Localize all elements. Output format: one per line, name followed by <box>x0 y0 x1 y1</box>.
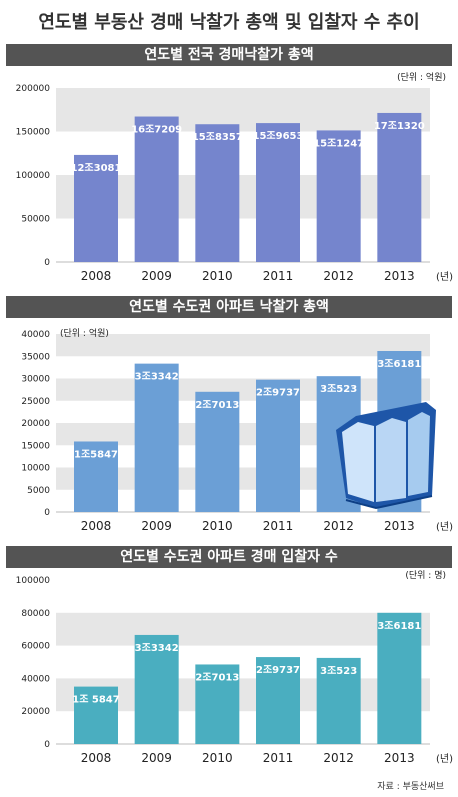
x-tick-label: 2008 <box>81 269 112 283</box>
x-tick-label: 2010 <box>202 751 233 765</box>
x-tick-label: 2010 <box>202 519 233 533</box>
bar <box>195 124 240 263</box>
grid-band <box>56 378 430 401</box>
x-tick-label: 2012 <box>323 269 354 283</box>
bar <box>195 391 240 512</box>
bar-value-label: 3조523 <box>320 383 357 395</box>
bar-value-label: 12조3081 <box>71 162 122 174</box>
x-axis-unit: (년) <box>436 271 453 283</box>
bar-value-label: 3조523 <box>320 665 357 677</box>
building-face <box>342 422 374 502</box>
bar <box>74 154 118 262</box>
bar-value-label: 3조6181 <box>377 620 421 632</box>
x-tick-label: 2011 <box>263 519 294 533</box>
x-tick-label: 2013 <box>384 751 415 765</box>
unit-label: (단위 : 억원) <box>397 71 446 83</box>
bar <box>377 112 422 262</box>
x-tick-label: 2013 <box>384 269 415 283</box>
bar <box>316 130 361 262</box>
bar-value-label: 2조9737 <box>256 387 300 399</box>
grid-band <box>56 88 430 132</box>
bar <box>134 116 179 262</box>
x-tick-label: 2008 <box>81 751 112 765</box>
x-tick-label: 2011 <box>263 751 294 765</box>
y-tick-label: 35000 <box>21 352 50 362</box>
y-tick-label: 15000 <box>21 441 50 451</box>
y-tick-label: 200000 <box>16 84 51 94</box>
y-tick-label: 60000 <box>21 642 50 652</box>
y-tick-label: 100000 <box>16 171 51 181</box>
x-tick-label: 2011 <box>263 269 294 283</box>
y-tick-label: 20000 <box>21 707 50 717</box>
unit-label: (단위 : 억원) <box>60 327 109 339</box>
bar-value-label: 1조5847 <box>74 448 118 460</box>
y-tick-label: 40000 <box>21 674 50 684</box>
chart-3-title: 연도별 수도권 아파트 경매 입찰자 수 <box>6 546 452 568</box>
chart-1-title: 연도별 전국 경매낙찰가 총액 <box>6 44 452 66</box>
chart-metro-apartment-auction-total: 0 5000 10000 15000 20000 25000 30000 35000 40000… <box>21 327 453 533</box>
x-axis-unit: (년) <box>436 753 453 765</box>
y-tick-label: 50000 <box>21 215 50 225</box>
grid-band <box>56 678 430 712</box>
building-face <box>408 412 430 496</box>
grid-band <box>56 175 430 219</box>
y-tick-label: 100000 <box>16 576 51 586</box>
x-tick-label: 2009 <box>141 751 172 765</box>
source-note: 자료 : 부동산써브 <box>377 782 444 792</box>
bar-value-label: 2조9737 <box>256 664 300 676</box>
bar-value-label: 1조 5847 <box>72 694 120 706</box>
bar-value-label: 2조7013 <box>195 671 239 683</box>
y-tick-label: 30000 <box>21 375 50 385</box>
bar-value-label: 3조6181 <box>377 358 421 370</box>
chart-2-title: 연도별 수도권 아파트 낙찰가 총액 <box>6 296 452 318</box>
bar-value-label: 2조7013 <box>195 399 239 411</box>
bar-value-label: 15조1247 <box>313 137 364 149</box>
bar <box>256 123 300 262</box>
y-tick-label: 150000 <box>16 128 51 138</box>
main-title: 연도별 부동산 경매 낙찰가 총액 및 입찰자 수 추이 <box>38 12 420 33</box>
chart-metro-apartment-bidders: 0 20000 40000 60000 80000 100000 (단위 : 명) 1조 58… <box>16 570 453 765</box>
y-tick-label: 80000 <box>21 609 50 619</box>
bar-value-label: 3조3342 <box>135 371 179 383</box>
bar <box>195 664 240 744</box>
grid-band <box>56 612 430 646</box>
bar <box>256 379 300 512</box>
y-tick-label: 25000 <box>21 397 50 407</box>
grid-band <box>56 334 430 357</box>
bar <box>256 657 300 744</box>
y-tick-label: 40000 <box>21 330 50 340</box>
bar <box>377 612 422 744</box>
bar <box>74 686 118 744</box>
x-axis-unit: (년) <box>436 521 453 533</box>
bar-value-label: 16조7209 <box>131 124 182 136</box>
bar <box>74 441 118 512</box>
x-tick-label: 2009 <box>141 269 172 283</box>
building-face <box>376 418 406 502</box>
bar <box>134 363 179 512</box>
apartment-building-icon <box>336 402 436 510</box>
y-tick-label: 0 <box>44 740 50 750</box>
x-tick-label: 2013 <box>384 519 415 533</box>
bar <box>316 657 361 744</box>
x-tick-label: 2012 <box>323 751 354 765</box>
y-tick-label: 0 <box>44 258 50 268</box>
building-base <box>345 495 433 510</box>
y-tick-label: 0 <box>44 508 50 518</box>
bar-value-label: 15조8357 <box>192 131 243 143</box>
y-tick-label: 20000 <box>21 419 50 429</box>
y-tick-label: 5000 <box>27 486 50 496</box>
x-tick-label: 2008 <box>81 519 112 533</box>
chart-national-auction-total: 0 50000 100000 150000 200000 (단위 : 억원) 12조3081… <box>16 71 453 283</box>
bar <box>134 634 179 744</box>
x-tick-label: 2012 <box>323 519 354 533</box>
bar-value-label: 3조3342 <box>135 642 179 654</box>
bar-value-label: 17조1320 <box>374 120 425 132</box>
x-tick-label: 2010 <box>202 269 233 283</box>
unit-label: (단위 : 명) <box>405 570 446 581</box>
y-tick-label: 10000 <box>21 464 50 474</box>
x-tick-label: 2009 <box>141 519 172 533</box>
bar-value-label: 15조9653 <box>253 130 304 142</box>
